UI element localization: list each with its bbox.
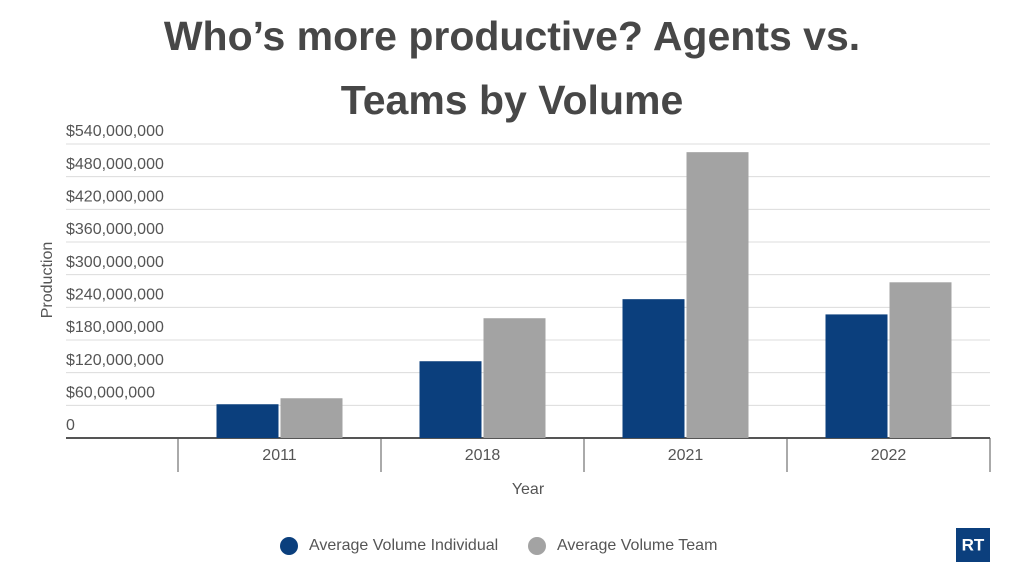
bar bbox=[622, 299, 685, 438]
y-tick-label: 0 bbox=[66, 417, 75, 434]
y-tick-label: $300,000,000 bbox=[66, 254, 164, 271]
y-tick-label: $540,000,000 bbox=[66, 123, 164, 140]
y-tick-label: $360,000,000 bbox=[66, 221, 164, 238]
y-tick-label: $120,000,000 bbox=[66, 352, 164, 369]
bar bbox=[419, 361, 482, 438]
logo: RT bbox=[962, 535, 985, 554]
y-axis-label: Production bbox=[39, 242, 56, 319]
legend-label: Average Volume Team bbox=[557, 537, 717, 554]
logo-box bbox=[956, 528, 990, 562]
bar bbox=[686, 152, 749, 438]
x-tick-label: 2018 bbox=[465, 447, 501, 464]
y-tick-label: $180,000,000 bbox=[66, 319, 164, 336]
bar bbox=[825, 314, 888, 438]
bar bbox=[889, 282, 952, 438]
x-tick-label: 2021 bbox=[668, 447, 704, 464]
legend-marker bbox=[280, 537, 298, 555]
x-tick-label: 2022 bbox=[871, 447, 907, 464]
y-tick-label: $480,000,000 bbox=[66, 156, 164, 173]
legend-marker bbox=[528, 537, 546, 555]
bar bbox=[280, 398, 343, 438]
chart-title: Who’s more productive? Agents vs. Teams … bbox=[163, 13, 861, 123]
bar bbox=[216, 404, 279, 438]
y-tick-label: $420,000,000 bbox=[66, 189, 164, 206]
x-axis-label: Year bbox=[512, 481, 545, 498]
y-tick-label: $240,000,000 bbox=[66, 287, 164, 304]
y-tick-label: $60,000,000 bbox=[66, 385, 155, 402]
x-tick-label: 2011 bbox=[262, 447, 297, 464]
bar bbox=[483, 318, 546, 438]
legend-label: Average Volume Individual bbox=[309, 537, 498, 554]
